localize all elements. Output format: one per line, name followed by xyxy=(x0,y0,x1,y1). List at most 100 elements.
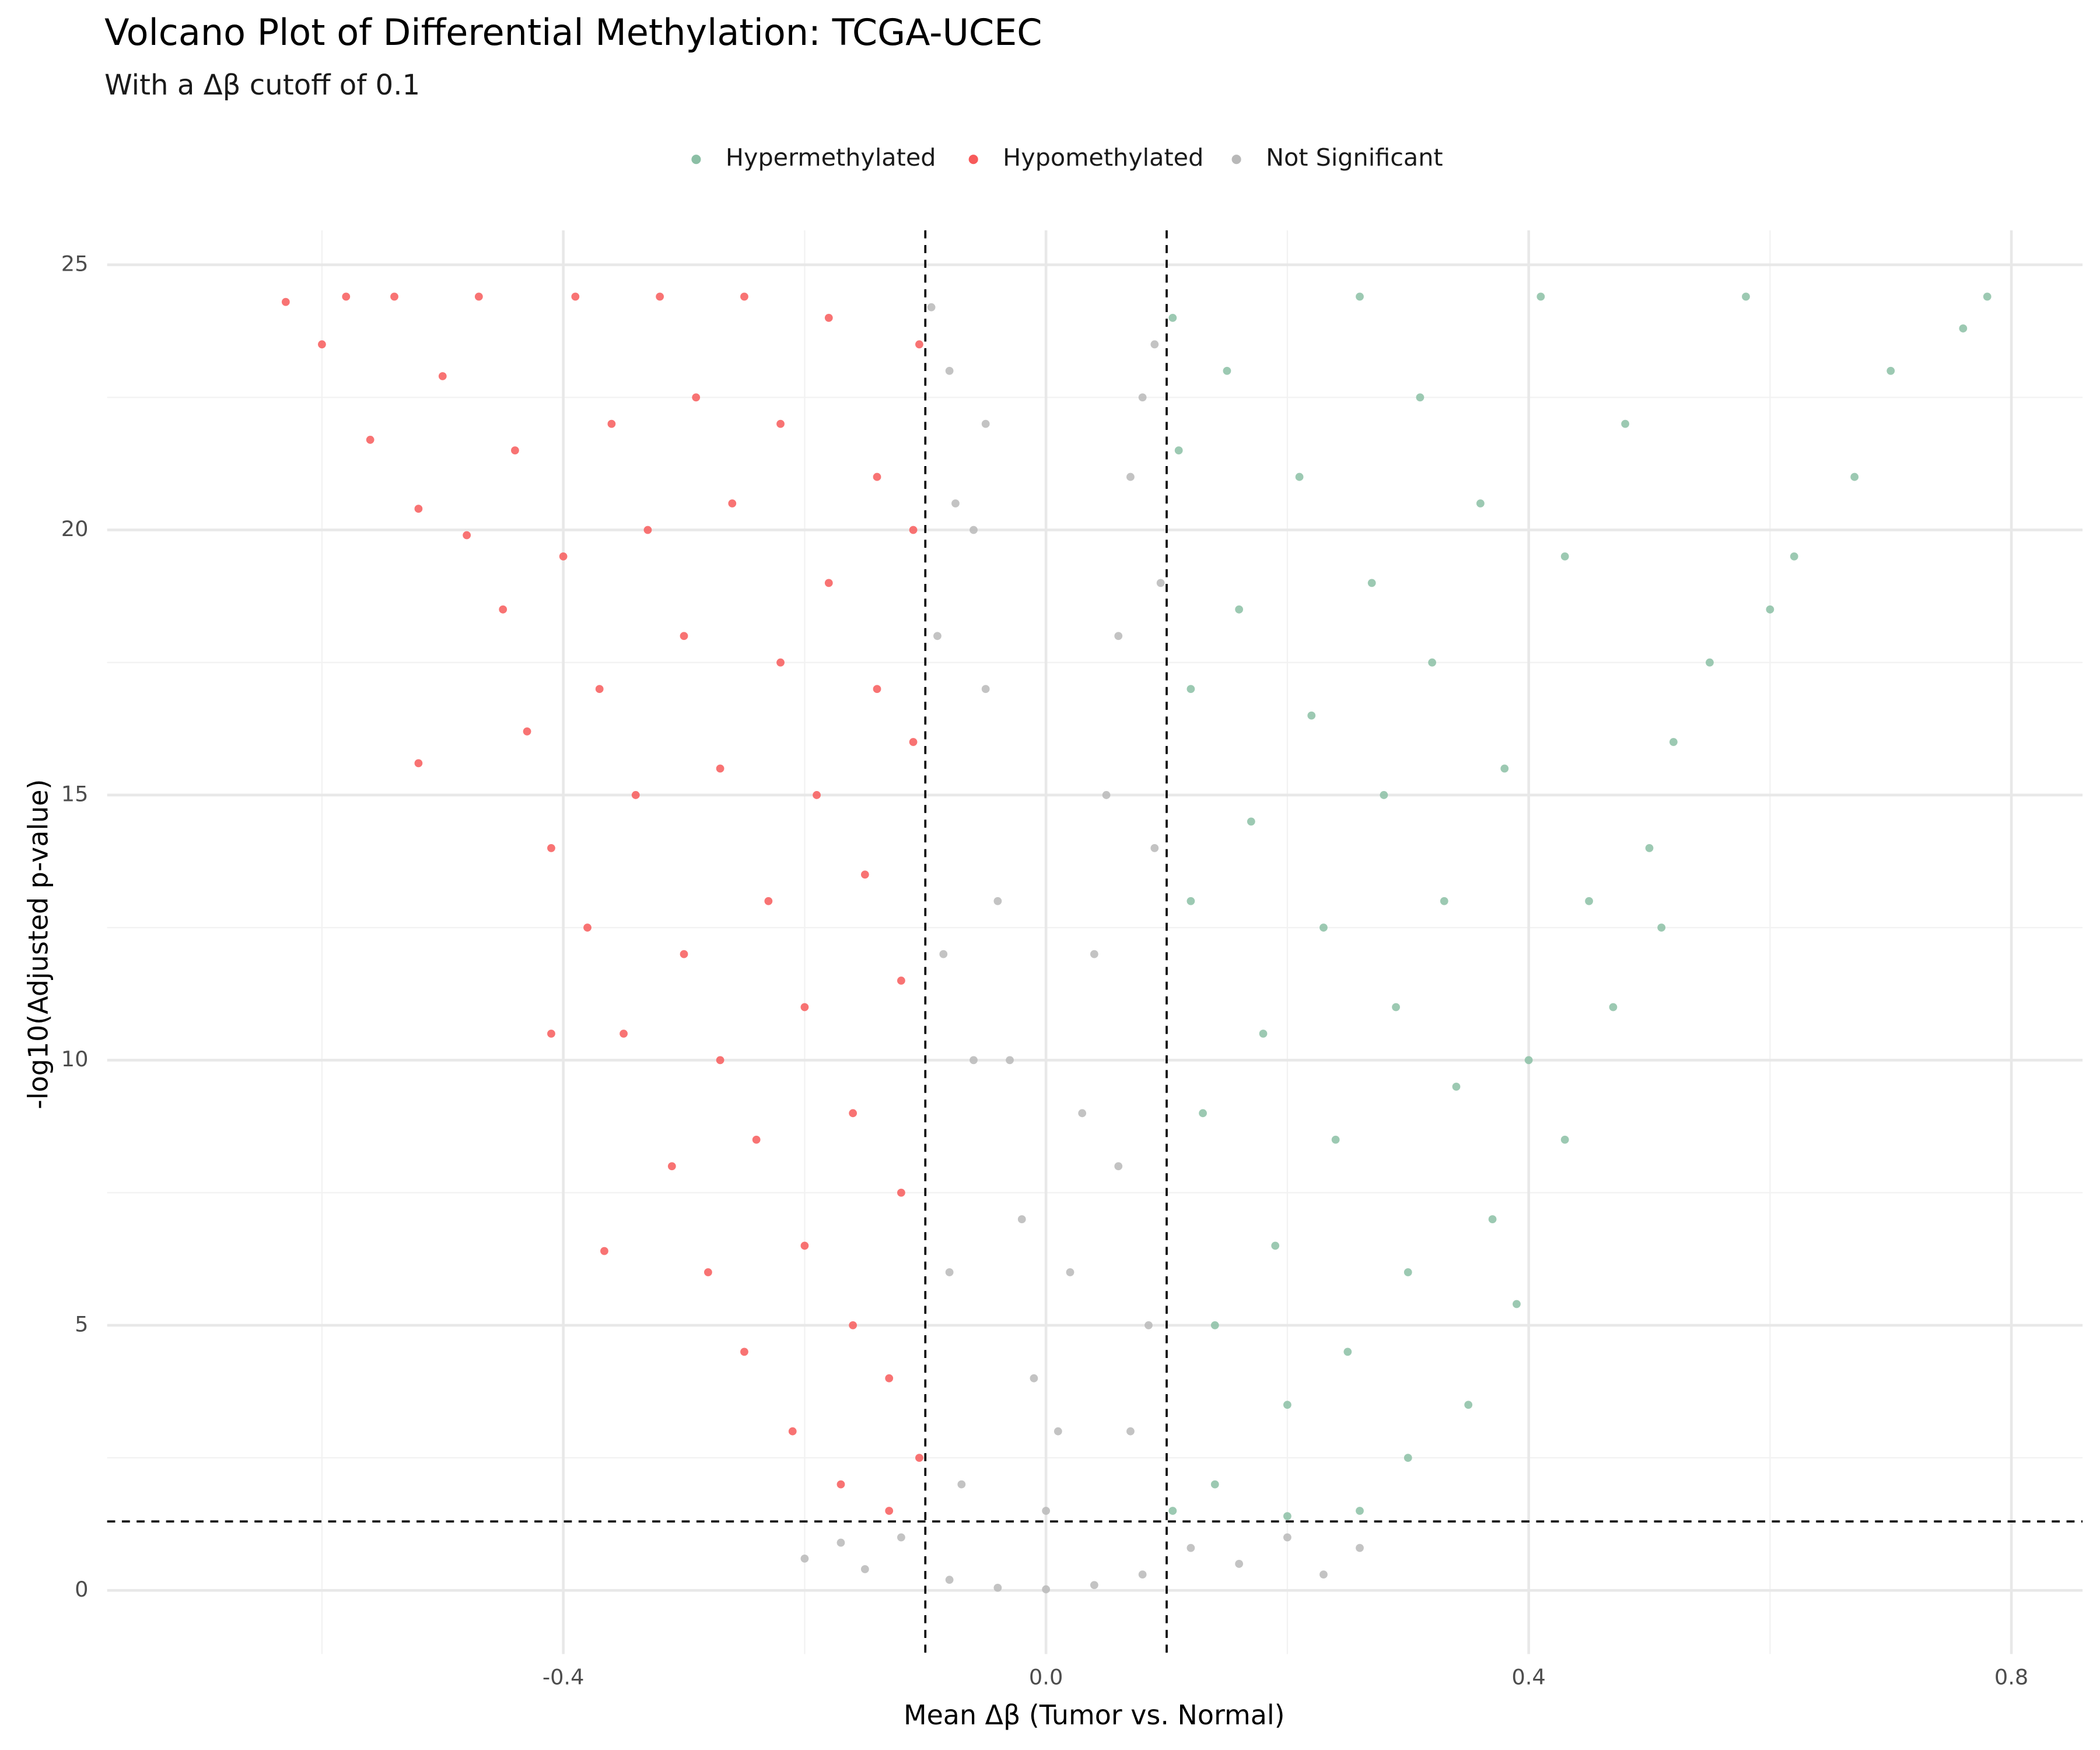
point xyxy=(680,632,688,640)
y-tick-label: 5 xyxy=(75,1311,88,1336)
point xyxy=(885,1374,894,1382)
point xyxy=(752,1135,761,1144)
point xyxy=(1416,393,1424,402)
point xyxy=(1320,1570,1328,1578)
point xyxy=(849,1109,858,1118)
legend-swatch xyxy=(968,155,978,164)
y-axis-label: -log10(Adjusted p-value) xyxy=(22,779,54,1110)
point xyxy=(1392,1003,1400,1012)
point xyxy=(993,897,1002,905)
point xyxy=(873,685,881,694)
point xyxy=(939,950,948,958)
point xyxy=(547,1030,555,1038)
point xyxy=(800,1241,809,1250)
point xyxy=(1102,791,1111,799)
point xyxy=(1030,1374,1038,1382)
point xyxy=(824,579,833,587)
point xyxy=(1560,1135,1569,1144)
point xyxy=(1621,419,1629,428)
point xyxy=(366,436,374,444)
chart-subtitle: With a Δβ cutoff of 0.1 xyxy=(104,69,420,102)
point xyxy=(1706,658,1714,667)
y-tick-label: 20 xyxy=(61,516,89,541)
point xyxy=(1042,1507,1051,1515)
point xyxy=(1199,1109,1207,1118)
point xyxy=(800,1003,809,1012)
point xyxy=(1536,292,1545,301)
point xyxy=(764,897,773,905)
point xyxy=(1168,313,1177,322)
point xyxy=(1307,711,1316,720)
point xyxy=(1150,340,1159,349)
point xyxy=(463,531,471,540)
point xyxy=(788,1427,797,1436)
point xyxy=(318,340,326,349)
point xyxy=(1223,366,1231,375)
point xyxy=(824,313,833,322)
point xyxy=(1235,1560,1244,1568)
y-tick-label: 0 xyxy=(75,1577,88,1602)
point xyxy=(740,1348,748,1356)
point xyxy=(1126,1427,1135,1436)
point xyxy=(1440,897,1448,905)
point xyxy=(951,499,960,508)
point xyxy=(1983,292,1992,301)
legend-swatch xyxy=(1231,155,1241,164)
point xyxy=(800,1554,809,1563)
point xyxy=(281,298,290,306)
point xyxy=(915,340,923,349)
y-tick-label: 10 xyxy=(61,1046,89,1072)
point xyxy=(933,632,942,640)
point xyxy=(547,844,555,852)
point xyxy=(1320,923,1328,932)
point xyxy=(993,1583,1002,1592)
x-tick-label: 0.8 xyxy=(1994,1664,2028,1689)
point xyxy=(704,1268,712,1276)
point xyxy=(1168,1507,1177,1515)
point xyxy=(1114,1162,1123,1171)
point xyxy=(656,292,664,301)
point xyxy=(1766,605,1774,614)
point xyxy=(414,505,423,513)
x-tick-label: 0.4 xyxy=(1511,1664,1545,1689)
point xyxy=(1669,738,1678,746)
point xyxy=(813,791,821,799)
point xyxy=(957,1480,966,1489)
point xyxy=(680,950,688,958)
point xyxy=(1283,1401,1292,1409)
point xyxy=(1114,632,1123,640)
x-tick-label: -0.4 xyxy=(542,1664,584,1689)
point xyxy=(945,1268,954,1276)
point xyxy=(740,292,748,301)
point xyxy=(836,1538,845,1547)
legend-swatch xyxy=(691,155,701,164)
point xyxy=(860,1565,869,1573)
point xyxy=(1174,446,1183,455)
point xyxy=(1186,897,1195,905)
point xyxy=(1271,1241,1280,1250)
point xyxy=(1476,499,1485,508)
point xyxy=(1428,658,1437,667)
point xyxy=(909,526,918,534)
point xyxy=(1645,844,1654,852)
point xyxy=(595,685,604,694)
point xyxy=(728,499,737,508)
point xyxy=(1356,1544,1364,1552)
point xyxy=(1283,1512,1292,1521)
point xyxy=(1331,1135,1340,1144)
point xyxy=(1513,1300,1521,1308)
point xyxy=(643,526,652,534)
point xyxy=(1742,292,1750,301)
point xyxy=(1657,923,1666,932)
point xyxy=(1090,950,1098,958)
point xyxy=(1524,1056,1533,1065)
point xyxy=(1126,473,1135,481)
point xyxy=(1585,897,1593,905)
point xyxy=(1006,1056,1014,1065)
point xyxy=(1367,579,1376,587)
point xyxy=(1283,1533,1292,1542)
point xyxy=(945,366,954,375)
point xyxy=(1235,605,1244,614)
